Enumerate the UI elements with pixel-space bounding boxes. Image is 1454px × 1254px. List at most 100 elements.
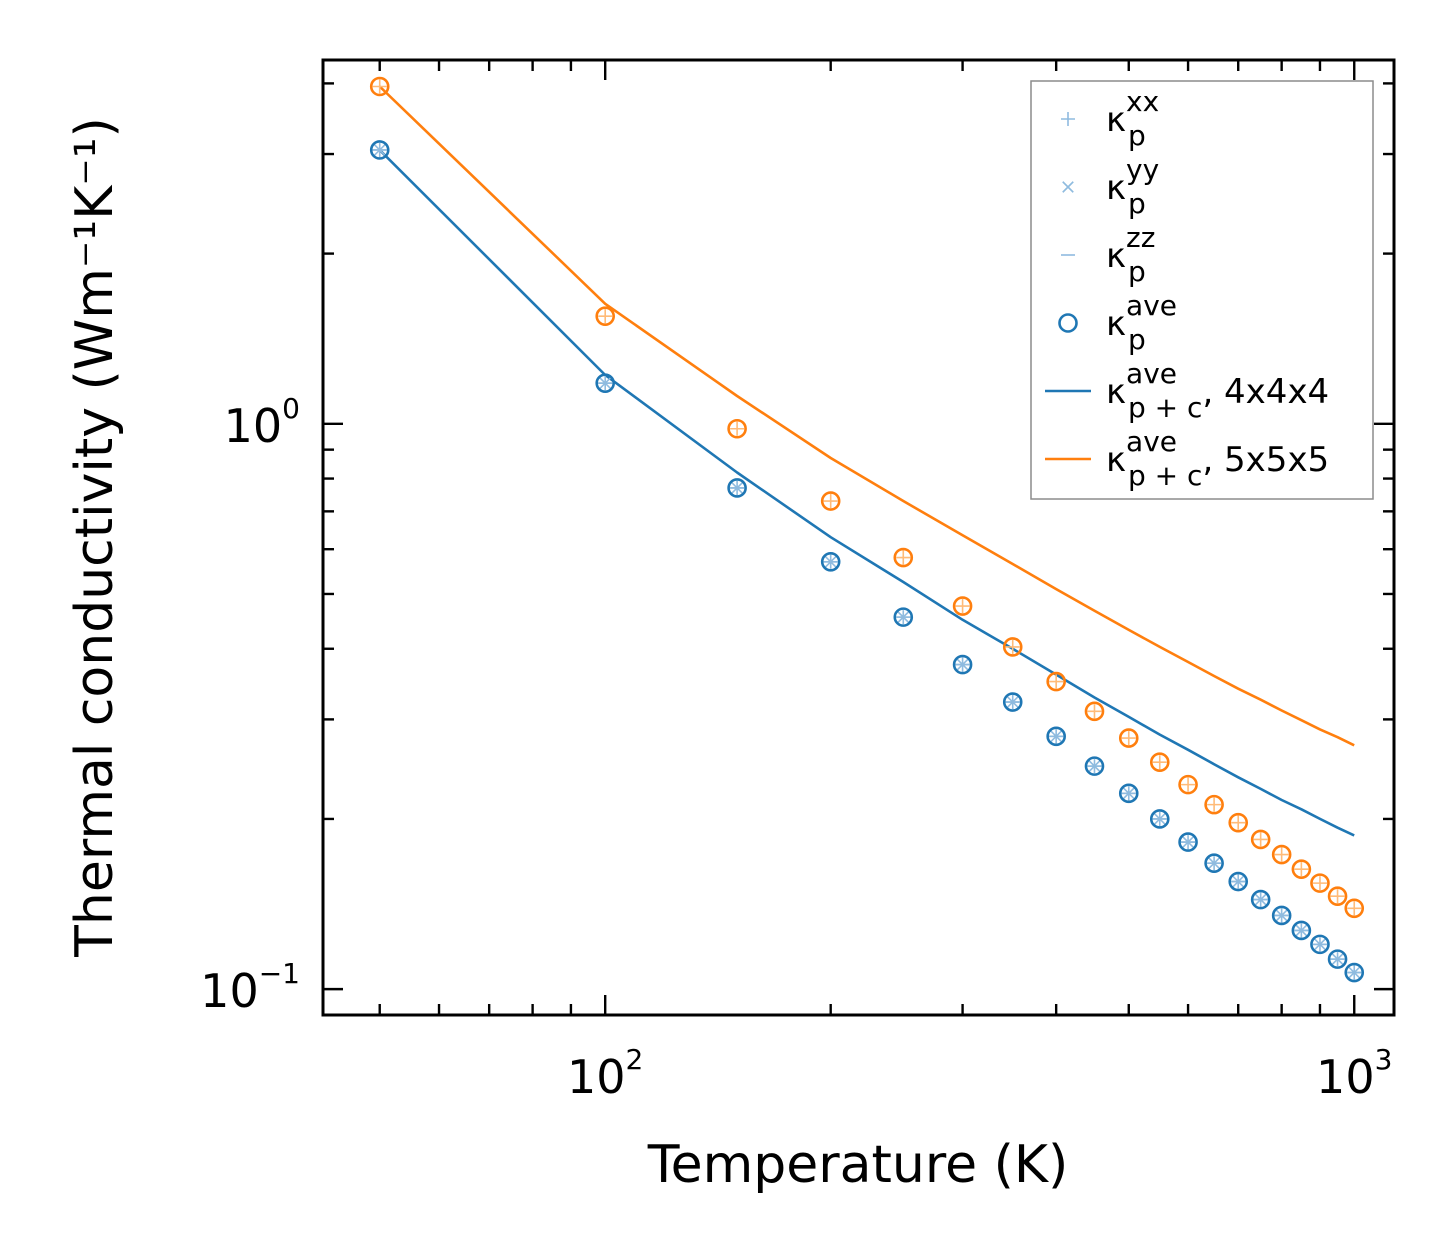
legend-label-sup-4: ave xyxy=(1126,357,1177,390)
data-point-s7-18 xyxy=(1327,886,1348,907)
legend-label-base-3: κ xyxy=(1106,304,1126,344)
data-point-s3-14 xyxy=(1250,889,1271,910)
data-point-s6-17 xyxy=(1312,876,1327,891)
data-point-s6-11 xyxy=(1181,777,1196,792)
data-point-s3-15 xyxy=(1271,905,1292,926)
x-tick-label-1: 103 xyxy=(1316,1043,1392,1104)
legend-label-suffix-4: , 4x4x4 xyxy=(1202,372,1329,412)
data-point-s3-6 xyxy=(1002,692,1023,712)
legend-label-suffix-5: , 5x5x5 xyxy=(1202,440,1329,480)
legend-label-sup-1: yy xyxy=(1126,153,1159,186)
data-point-s6-3 xyxy=(823,494,838,509)
data-point-s7-0 xyxy=(369,76,390,97)
legend-label-sub-5: p + c xyxy=(1128,459,1202,492)
data-point-s6-9 xyxy=(1121,731,1136,746)
legend-swatch-0 xyxy=(1061,112,1075,126)
data-point-s7-3 xyxy=(820,491,841,511)
data-point-s6-7 xyxy=(1049,674,1064,689)
x-tick-label-exp-1: 3 xyxy=(1375,1043,1393,1076)
axis-ticks xyxy=(323,60,1394,1017)
data-point-s7-15 xyxy=(1271,844,1292,865)
y-tick-label-base-1: 10 xyxy=(224,399,283,453)
y-tick-label-1: 100 xyxy=(224,392,300,453)
data-point-s7-16 xyxy=(1291,859,1312,879)
legend-label-base-1: κ xyxy=(1106,168,1126,208)
legend-label-sub-4: p + c xyxy=(1128,391,1202,424)
y-tick-label-exp-0: −1 xyxy=(259,957,300,990)
data-point-s7-19 xyxy=(1344,898,1365,919)
data-point-s7-17 xyxy=(1310,873,1330,893)
data-point-s7-10 xyxy=(1149,752,1170,772)
series-3 xyxy=(369,140,1365,983)
data-point-s3-2 xyxy=(727,478,747,498)
data-point-s7-9 xyxy=(1118,728,1139,748)
data-point-s3-3 xyxy=(820,551,841,572)
data-point-s7-14 xyxy=(1250,829,1271,850)
data-point-s7-13 xyxy=(1228,812,1249,833)
data-point-s6-12 xyxy=(1207,797,1222,812)
data-point-s3-9 xyxy=(1118,783,1139,804)
series-7 xyxy=(369,76,1365,919)
data-point-s6-16 xyxy=(1294,862,1309,877)
data-point-s6-0 xyxy=(372,79,387,94)
legend-label-sup-5: ave xyxy=(1126,425,1177,458)
data-point-s3-4 xyxy=(893,607,914,627)
data-point-s3-17 xyxy=(1310,934,1330,955)
data-point-s3-16 xyxy=(1291,920,1312,941)
data-point-s7-5 xyxy=(952,596,973,616)
legend-label-base-0: κ xyxy=(1106,100,1126,140)
axes-frame xyxy=(321,58,1396,1017)
data-point-s7-6 xyxy=(1002,637,1023,657)
data-point-s6-2 xyxy=(730,421,745,436)
legend-label-base-5: κ xyxy=(1106,440,1126,480)
legend-label-sub-3: p xyxy=(1128,323,1146,356)
y-tick-label-0: 10−1 xyxy=(200,957,300,1018)
data-point-s7-7 xyxy=(1046,671,1066,692)
legend-label-sup-3: ave xyxy=(1126,289,1177,322)
data-point-s3-11 xyxy=(1178,832,1198,852)
data-point-s6-4 xyxy=(896,550,911,565)
x-tick-label-base-0: 10 xyxy=(567,1050,626,1104)
legend-label-2: κzz p xyxy=(1106,221,1155,288)
legend-label-sub-1: p xyxy=(1128,187,1146,220)
data-point-s6-10 xyxy=(1152,755,1167,770)
legend-label-base-4: κ xyxy=(1106,372,1126,412)
data-point-s6-6 xyxy=(1005,639,1020,654)
data-point-s6-18 xyxy=(1330,889,1345,904)
data-point-s7-8 xyxy=(1084,701,1105,722)
series-line-4 xyxy=(378,149,1355,837)
data-point-s6-19 xyxy=(1347,901,1362,916)
data-point-s6-8 xyxy=(1087,704,1102,719)
series-6 xyxy=(372,79,1362,916)
data-point-s6-1 xyxy=(598,309,613,324)
legend-label-sup-0: xx xyxy=(1126,85,1159,118)
data-point-s7-11 xyxy=(1178,774,1198,795)
series-4 xyxy=(378,149,1355,837)
data-point-s6-15 xyxy=(1274,847,1289,862)
data-point-s7-1 xyxy=(595,306,616,326)
series-line-5 xyxy=(378,85,1355,747)
legend-box xyxy=(1030,80,1374,500)
data-point-s3-1 xyxy=(595,373,616,393)
data-point-s3-8 xyxy=(1084,756,1105,776)
legend-label-sub-0: p xyxy=(1128,119,1146,152)
x-tick-label-base-1: 10 xyxy=(1316,1050,1375,1104)
data-point-s7-2 xyxy=(727,418,747,439)
series-5 xyxy=(378,85,1355,747)
data-point-s3-0 xyxy=(369,140,390,160)
legend-label-0: κxx p xyxy=(1106,85,1159,152)
legend-label-1: κyy p xyxy=(1106,153,1159,220)
legend-label-5: κave p + c, 5x5x5 xyxy=(1106,425,1329,492)
x-axis-label: Temperature (K) xyxy=(647,1135,1069,1195)
data-point-s3-13 xyxy=(1228,871,1249,892)
plot-area xyxy=(369,76,1365,983)
legend-label-4: κave p + c, 4x4x4 xyxy=(1106,357,1329,424)
data-point-s3-12 xyxy=(1204,853,1224,874)
data-point-s7-4 xyxy=(893,547,914,568)
data-point-s3-10 xyxy=(1149,809,1170,829)
legend-label-sub-2: p xyxy=(1128,255,1146,288)
data-point-s3-5 xyxy=(952,654,973,675)
